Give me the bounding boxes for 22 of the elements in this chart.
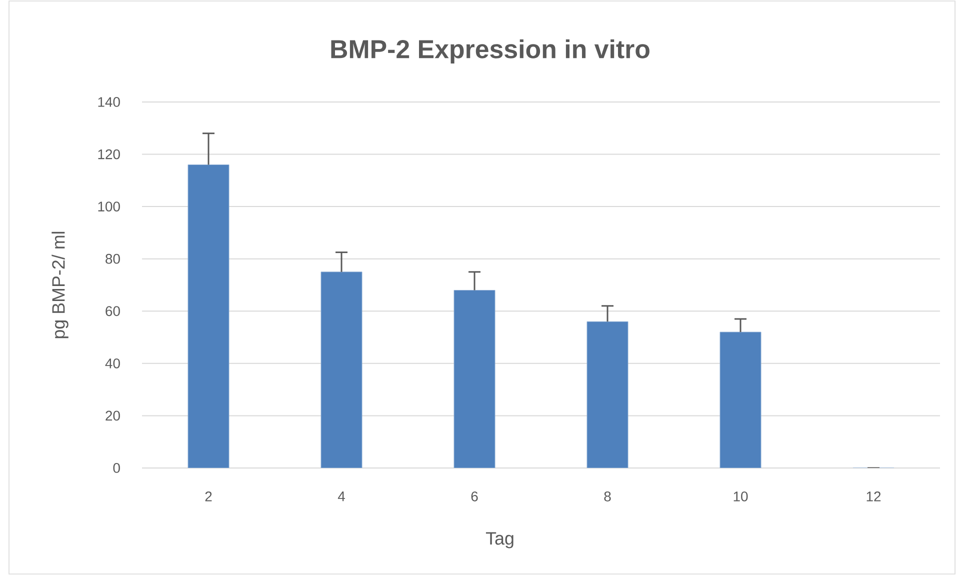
y-tick-label: 0	[113, 463, 120, 473]
bar	[720, 332, 762, 468]
y-tick-label: 20	[106, 410, 120, 421]
y-tick-label: 40	[105, 358, 120, 368]
x-tick-label: 10	[734, 491, 748, 502]
x-axis-title: Tag	[486, 532, 514, 548]
x-tick-label: 2	[205, 491, 212, 502]
x-tick-label: 6	[471, 491, 478, 502]
bar	[188, 164, 230, 468]
y-tick-label: 60	[106, 306, 120, 316]
bar	[586, 321, 628, 468]
y-tick-label: 80	[106, 254, 120, 264]
chart-title: BMP-2 Expression in vitro	[331, 39, 650, 64]
y-tick-label: 140	[98, 97, 120, 107]
x-tick-label: 8	[604, 491, 611, 502]
x-tick-label: 12	[866, 491, 881, 502]
bar	[320, 272, 362, 468]
x-tick-label: 4	[338, 492, 345, 502]
y-tick-label: 100	[98, 202, 120, 212]
y-axis-title: pg BMP-2/ ml	[52, 232, 68, 338]
y-tick-label: 120	[98, 149, 120, 160]
bar	[454, 290, 496, 468]
